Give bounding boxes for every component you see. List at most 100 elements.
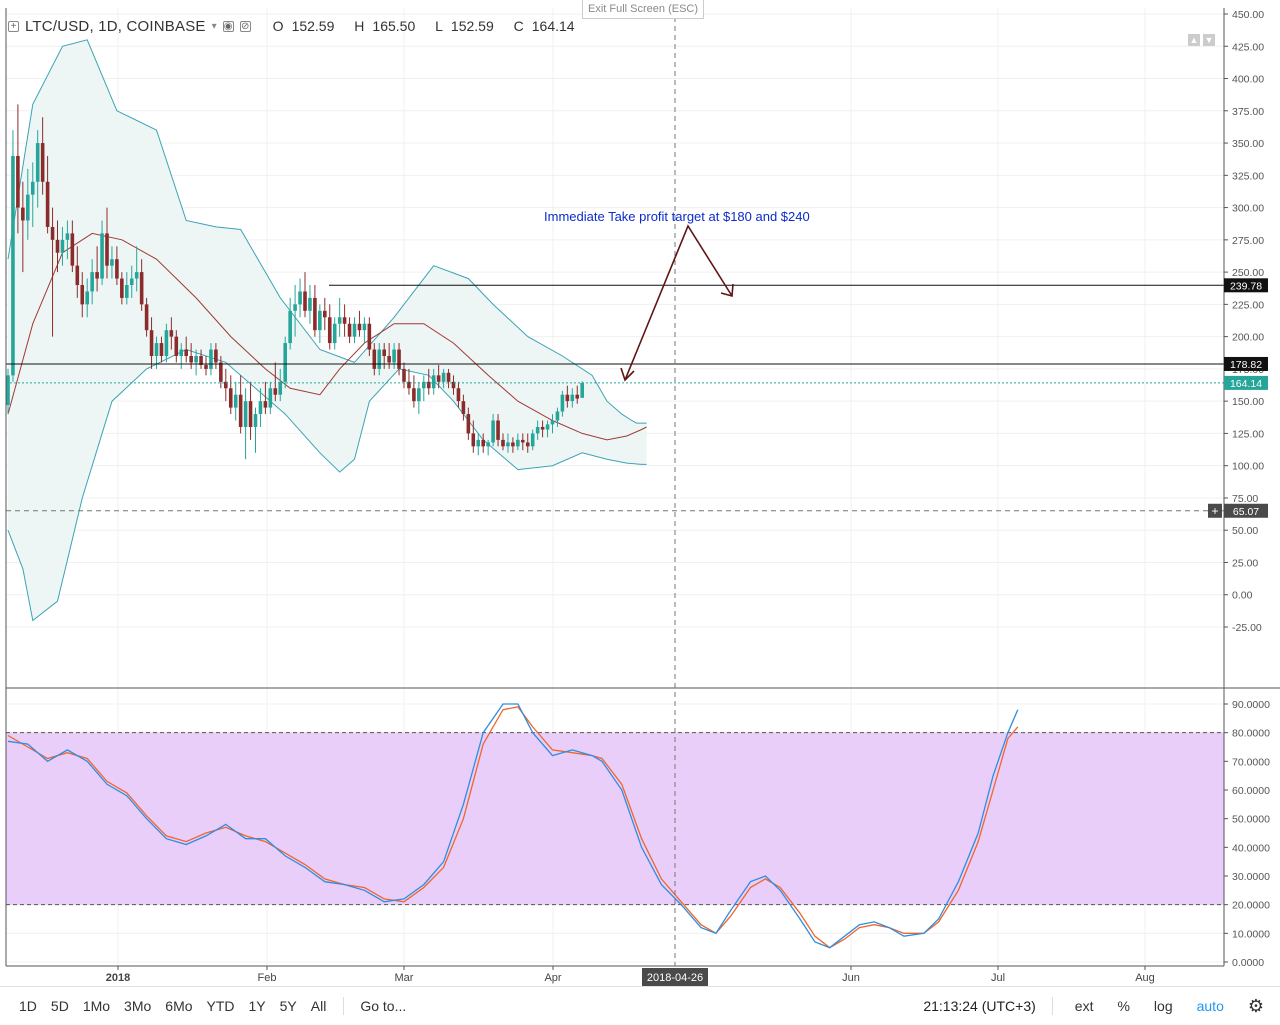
candle-body — [323, 310, 327, 318]
percent-toggle[interactable]: % — [1117, 998, 1130, 1014]
price-badge-178 — [1224, 356, 1268, 371]
candle-body — [6, 375, 10, 406]
candle-body — [501, 439, 505, 447]
range-button-1y[interactable]: 1Y — [248, 997, 266, 1014]
candle-body — [516, 439, 520, 447]
candle-body — [332, 323, 337, 344]
ext-toggle[interactable]: ext — [1074, 998, 1094, 1014]
settings-square-icon[interactable]: ◉ — [222, 20, 234, 32]
low-value: L 152.59 — [435, 18, 494, 34]
bollinger-fill — [8, 39, 647, 621]
candle-body — [11, 155, 15, 376]
pane-down-icon[interactable]: ▼ — [1203, 34, 1215, 46]
candle-body — [21, 207, 25, 221]
candle-body — [40, 143, 45, 182]
candle-body — [342, 317, 347, 324]
candle-body — [486, 442, 490, 447]
candle-body — [55, 239, 60, 253]
candle-body — [511, 442, 515, 447]
candle-body — [550, 420, 555, 425]
candle-body — [60, 239, 65, 253]
close-square-icon[interactable]: ⊘ — [239, 20, 251, 32]
candle-body — [16, 155, 20, 208]
candle-body — [45, 181, 50, 227]
stoch-tick-label: 0.0000 — [1232, 957, 1264, 969]
candle-body — [476, 439, 481, 447]
candle-body — [159, 343, 164, 356]
candle-body — [184, 349, 188, 356]
price-tick-label: 425.00 — [1232, 41, 1264, 53]
price-badge-239-label: 239.78 — [1230, 280, 1262, 292]
symbol-label: LTC/USD, 1D, COINBASE — [25, 17, 206, 35]
plus-square-icon[interactable]: + — [8, 20, 19, 32]
goto-button[interactable]: Go to... — [360, 997, 407, 1014]
candle-body — [90, 272, 94, 292]
range-button-5y[interactable]: 5Y — [279, 997, 297, 1014]
close-value: C 164.14 — [513, 18, 575, 34]
range-button-5d[interactable]: 5D — [50, 997, 69, 1014]
log-toggle[interactable]: log — [1153, 998, 1173, 1014]
candle-body — [461, 401, 466, 415]
candle-body — [580, 382, 584, 398]
pane-up-icon[interactable]: ▲ — [1188, 34, 1200, 46]
candle-body — [139, 272, 144, 305]
time-tick-label: Mar — [395, 972, 414, 984]
candle-body — [26, 194, 30, 221]
stoch-tick-label: 60.0000 — [1232, 785, 1270, 797]
candle-body — [209, 349, 213, 369]
stoch-tick-label: 80.0000 — [1232, 728, 1270, 740]
auto-toggle[interactable]: auto — [1196, 998, 1224, 1014]
candle-body — [491, 420, 495, 443]
price-badge-crosshair-label: 65.07 — [1233, 506, 1259, 518]
price-tick-label: 300.00 — [1232, 203, 1264, 215]
price-tick-label: 150.00 — [1232, 396, 1264, 408]
candle-body — [273, 388, 278, 395]
candle-body — [565, 394, 570, 402]
candle-body — [506, 442, 510, 447]
range-button-3mo[interactable]: 3Mo — [124, 997, 152, 1014]
candle-body — [65, 233, 70, 240]
candle-body — [258, 401, 263, 415]
candle-body — [228, 388, 233, 408]
range-button-6mo[interactable]: 6Mo — [165, 997, 193, 1014]
candle-body — [387, 355, 391, 363]
gear-icon[interactable]: ⚙ — [1247, 995, 1264, 1016]
candle-body — [189, 355, 193, 363]
range-button-1mo[interactable]: 1Mo — [82, 997, 111, 1014]
candle-body — [560, 394, 565, 412]
time-tick-label: 2018 — [106, 972, 130, 984]
arrow-head-low — [620, 367, 635, 382]
chart-svg[interactable]: 450.00 425.00 400.00 375.00 350.00 325.00 300.… — [0, 0, 1280, 986]
price-tick-label: 250.00 — [1232, 267, 1264, 279]
ohlc-values: O 152.59 H 165.50 L 152.59 C 164.14 — [257, 18, 575, 34]
clock-label: 21:13:24 (UTC+3) — [923, 998, 1036, 1014]
range-button-1d[interactable]: 1D — [19, 997, 37, 1014]
candle-body — [441, 372, 446, 382]
candle-body — [243, 401, 248, 427]
candle-body — [283, 343, 287, 382]
price-badge-crosshair — [1224, 503, 1268, 518]
exit-fullscreen-button[interactable]: Exit Full Screen (ESC) — [582, 0, 704, 19]
candle-body — [397, 349, 401, 369]
candle-body — [347, 323, 352, 337]
candle-body — [426, 381, 431, 389]
stoch-tick-label: 90.0000 — [1232, 699, 1270, 711]
candle-body — [412, 388, 416, 402]
candle-body — [125, 285, 129, 298]
stoch-tick-label: 20.0000 — [1232, 900, 1270, 912]
chevron-down-icon[interactable]: ▾ — [211, 20, 217, 32]
price-tick-label: 450.00 — [1232, 9, 1264, 21]
candle-body — [456, 388, 461, 402]
range-button-all[interactable]: All — [310, 997, 327, 1014]
candle-body — [313, 297, 317, 331]
candle-body — [120, 278, 124, 298]
time-tick-label: Jul — [991, 972, 1005, 984]
price-tick-label: 100.00 — [1232, 461, 1264, 473]
bottom-toolbar: 1D 5D 1Mo 3Mo 6Mo YTD 1Y 5Y All Go to... 21:13:2… — [0, 986, 1280, 1024]
price-tick-label: 400.00 — [1232, 74, 1264, 86]
divider — [343, 996, 345, 1015]
candle-body — [75, 265, 80, 286]
candle-body — [224, 381, 228, 389]
range-button-ytd[interactable]: YTD — [206, 997, 235, 1014]
